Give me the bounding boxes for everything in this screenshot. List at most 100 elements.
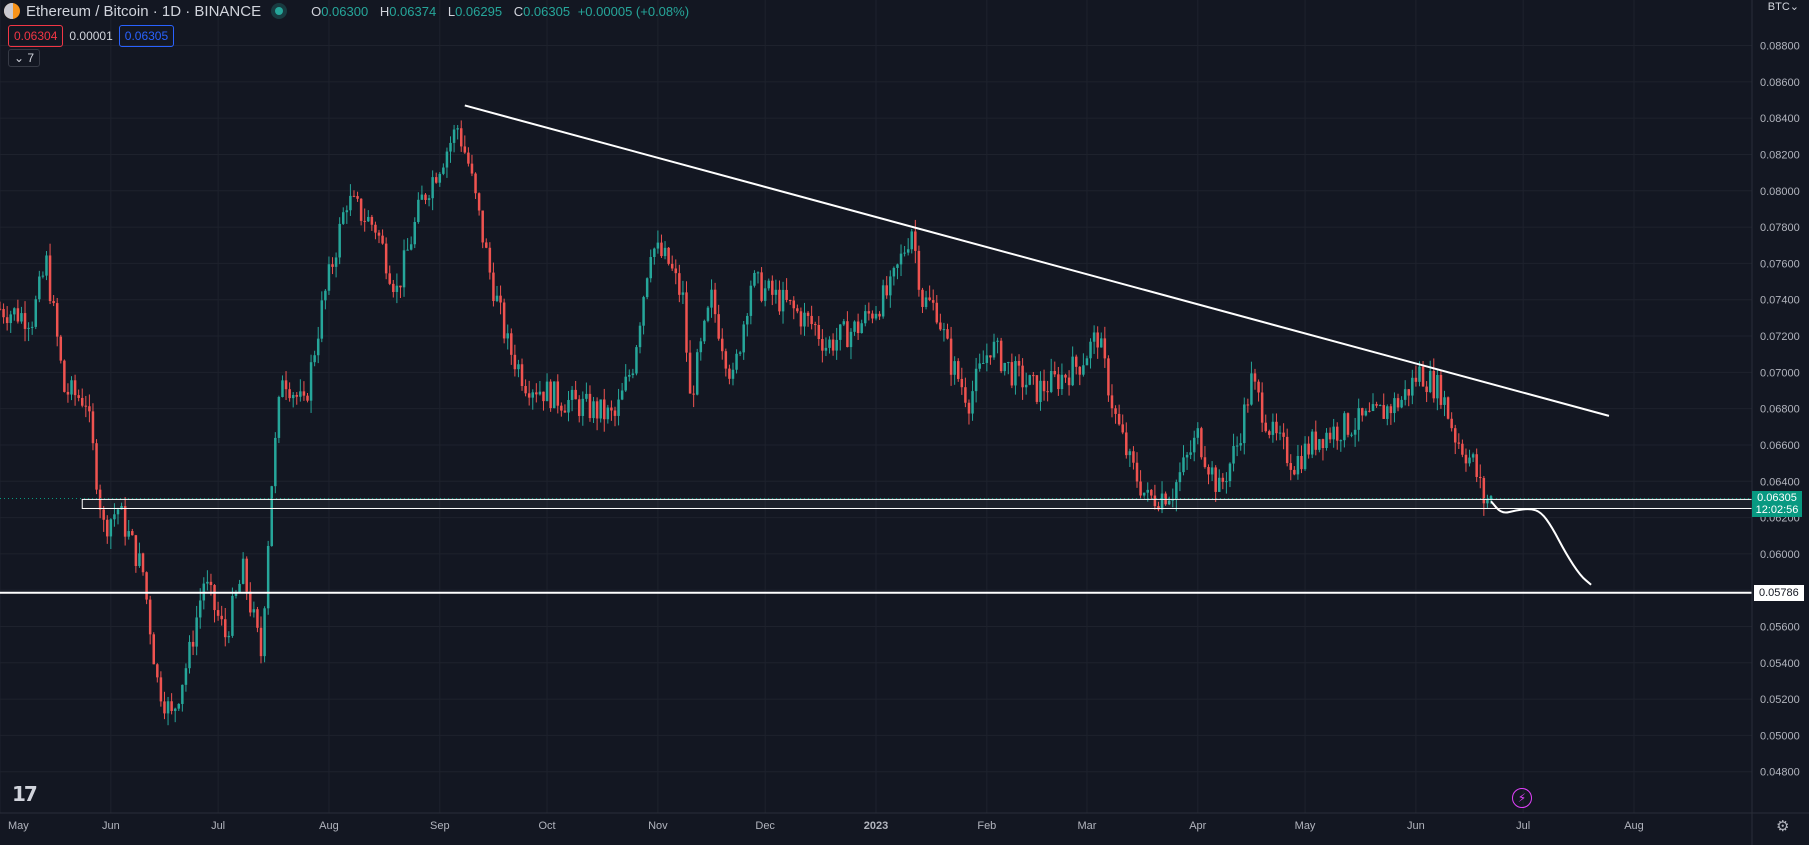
candle-body — [881, 285, 885, 317]
candle-body — [41, 275, 45, 277]
chevron-down-icon: ⌄ — [14, 51, 25, 65]
candle-body — [1210, 467, 1214, 475]
candle-body — [864, 311, 867, 324]
candle-body — [249, 591, 252, 613]
gear-icon[interactable]: ⚙ — [1776, 818, 1790, 835]
candle-body — [964, 387, 967, 403]
candle-body — [599, 399, 602, 419]
candle-body — [1100, 338, 1103, 348]
candle-body — [817, 325, 821, 340]
candle-body — [628, 375, 631, 377]
candle-body — [1293, 469, 1296, 475]
candle-body — [1053, 371, 1057, 375]
candle-body — [1225, 481, 1228, 483]
candle-body — [66, 391, 70, 395]
candle-body — [159, 677, 163, 702]
candle-body — [156, 664, 159, 678]
candle-body — [982, 362, 985, 364]
candle-body — [467, 152, 470, 164]
candle-body — [113, 514, 116, 520]
candle-body — [324, 290, 327, 301]
candle-body — [492, 272, 495, 302]
candle-body — [581, 398, 585, 416]
candle-body — [935, 302, 939, 323]
last-price-tag: 0.06305 12:02:56 — [1752, 490, 1802, 517]
candle-body — [1250, 373, 1253, 405]
candle-body — [1461, 443, 1464, 455]
candle-body — [978, 363, 981, 369]
candle-body — [1432, 370, 1436, 399]
candle-body — [1407, 389, 1411, 396]
candle-body — [363, 220, 366, 222]
candle-body — [889, 276, 892, 296]
tradingview-logo-icon[interactable]: 17 — [12, 782, 38, 806]
candle-body — [785, 289, 788, 301]
candle-body — [538, 391, 542, 395]
candlestick-series — [0, 120, 1493, 726]
candle-body — [545, 381, 549, 402]
candle-body — [1403, 389, 1407, 400]
symbol-title[interactable]: Ethereum / Bitcoin · 1D · BINANCE — [26, 2, 262, 20]
candle-body — [399, 285, 402, 288]
candle-body — [713, 289, 717, 315]
candle-body — [885, 285, 888, 296]
time-tick-label: Jul — [211, 820, 225, 832]
candle-body — [871, 313, 874, 319]
candle-body — [1046, 391, 1049, 393]
candle-body — [1443, 397, 1446, 405]
candle-body — [838, 324, 842, 340]
candle-body — [1346, 413, 1350, 435]
candle-body — [974, 368, 978, 392]
candle-body — [338, 223, 341, 258]
spread-value: 0.00001 — [69, 29, 113, 43]
time-tick-label: Jul — [1516, 820, 1530, 832]
candle-body — [38, 276, 41, 300]
candle-body — [1378, 405, 1382, 407]
candle-body — [971, 391, 974, 414]
candle-body — [1418, 366, 1421, 382]
buy-button[interactable]: 0.06305 — [118, 25, 175, 47]
candle-body — [0, 308, 2, 310]
chart-grid — [0, 0, 1752, 813]
chart-drawings — [0, 104, 1753, 594]
candle-body — [956, 361, 960, 379]
candle-body — [806, 312, 810, 316]
candle-body — [946, 329, 949, 339]
candle-body — [656, 242, 660, 249]
candle-body — [438, 173, 442, 183]
candle-body — [80, 397, 84, 406]
candle-body — [996, 340, 999, 342]
symbol-logo-icon — [4, 3, 20, 19]
candle-body — [1085, 358, 1089, 366]
candle-body — [1450, 418, 1453, 429]
currency-selector[interactable]: BTC⌄ — [1768, 0, 1799, 13]
candle-body — [481, 210, 484, 243]
ohlc-low-label: L — [447, 3, 456, 19]
candle-body — [1482, 478, 1486, 504]
candle-body — [1221, 477, 1225, 482]
projection-path — [1490, 500, 1592, 586]
support-zone — [81, 498, 1753, 509]
price-tick-label: 0.08200 — [1760, 149, 1800, 161]
candle-body — [306, 395, 309, 401]
candle-body — [499, 295, 502, 303]
candle-body — [9, 314, 12, 324]
candle-body — [735, 353, 738, 370]
candle-body — [1121, 424, 1124, 433]
indicators-toggle-button[interactable]: ⌄ 7 — [8, 49, 41, 67]
candle-body — [617, 399, 620, 416]
horizontal-level-tag: 0.05786 — [1754, 584, 1804, 601]
candle-body — [1042, 380, 1046, 392]
candle-body — [853, 321, 856, 332]
market-status-icon[interactable] — [275, 7, 284, 15]
candle-body — [753, 272, 756, 286]
candle-body — [1282, 432, 1285, 437]
candle-body — [738, 352, 742, 354]
candle-body — [1132, 451, 1135, 463]
sell-button[interactable]: 0.06304 — [8, 25, 64, 47]
candle-body — [778, 289, 781, 312]
candle-body — [824, 347, 828, 351]
lightning-icon[interactable]: ⚡ — [1512, 788, 1532, 808]
candle-body — [960, 378, 964, 388]
